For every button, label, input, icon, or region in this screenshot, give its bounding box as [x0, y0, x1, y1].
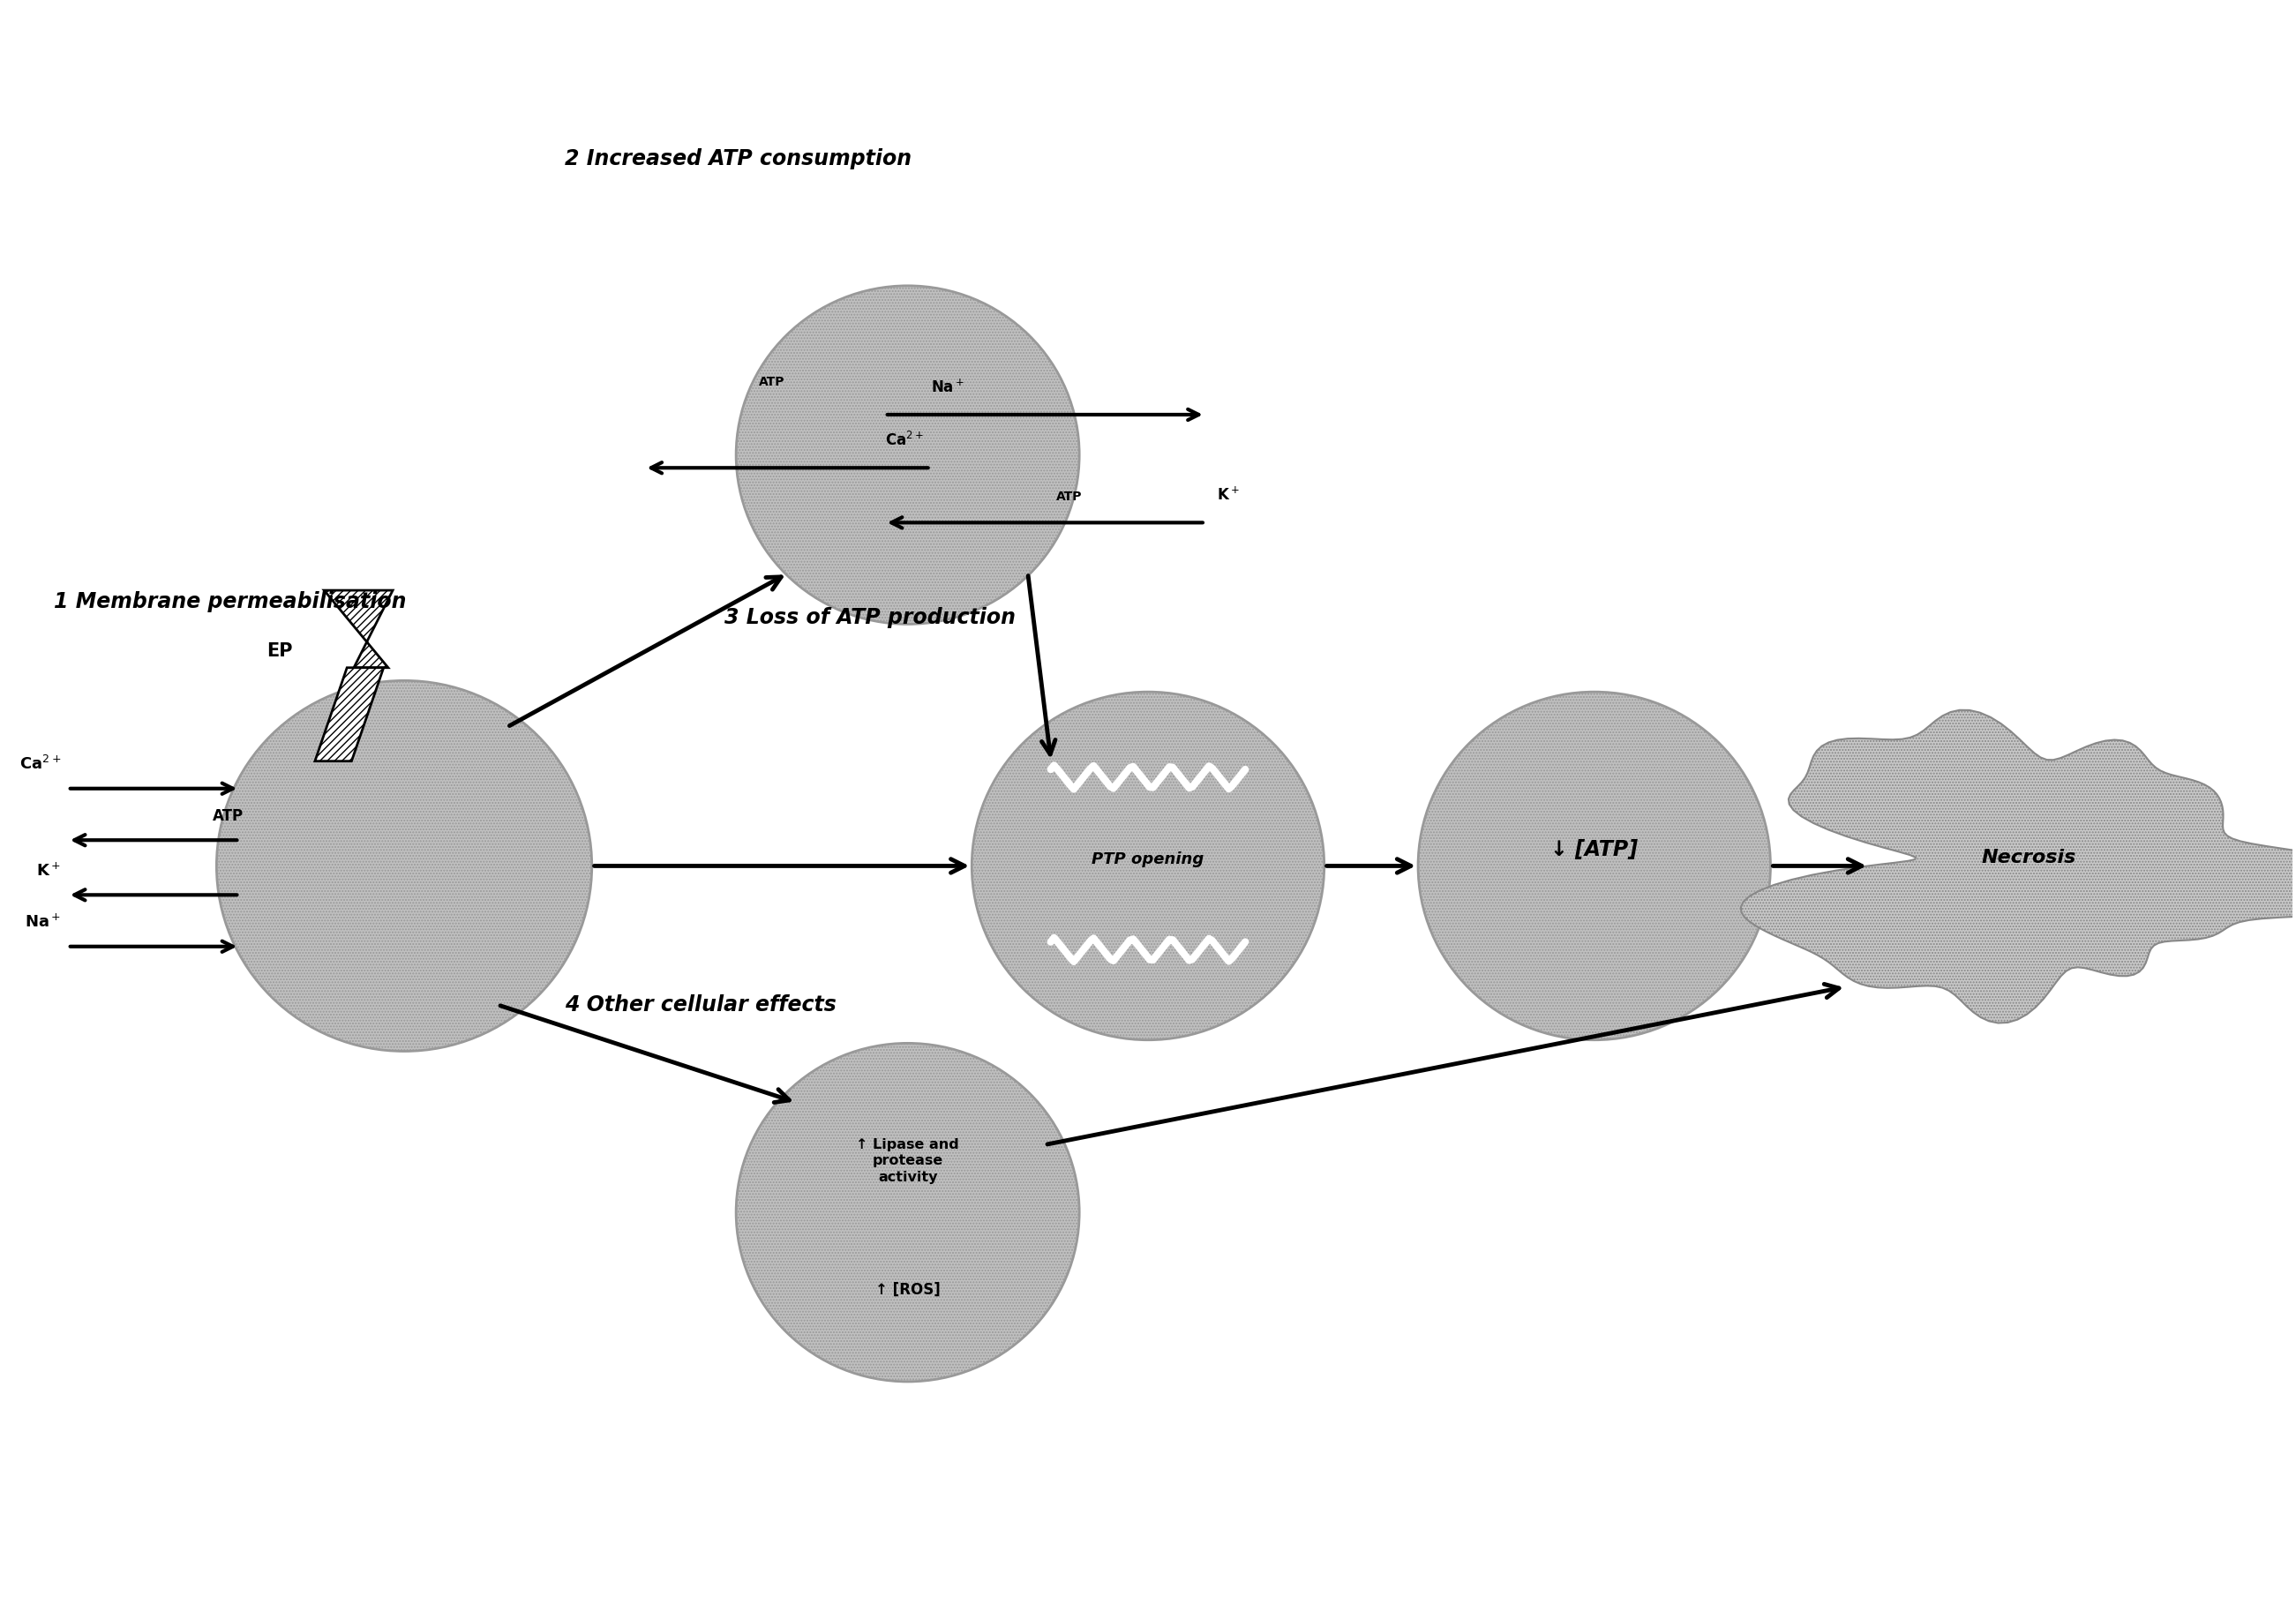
Polygon shape — [1740, 711, 2296, 1023]
Ellipse shape — [1419, 691, 1770, 1039]
Text: K$^+$: K$^+$ — [1217, 487, 1240, 504]
Text: EP: EP — [266, 643, 294, 661]
Text: ATP: ATP — [214, 808, 243, 824]
Text: ATP: ATP — [1056, 491, 1081, 504]
Text: Na$^+$: Na$^+$ — [25, 913, 62, 931]
Ellipse shape — [737, 285, 1079, 625]
Text: 2 Increased ATP consumption: 2 Increased ATP consumption — [565, 147, 912, 170]
Polygon shape — [324, 591, 393, 667]
Text: 3 Loss of ATP production: 3 Loss of ATP production — [726, 607, 1015, 628]
Text: ↑ Lipase and
protease
activity: ↑ Lipase and protease activity — [856, 1138, 960, 1183]
Text: ↓ [ATP]: ↓ [ATP] — [1550, 839, 1637, 860]
Ellipse shape — [216, 680, 592, 1051]
Text: ↑ [ROS]: ↑ [ROS] — [875, 1282, 941, 1298]
Text: Ca$^{2+}$: Ca$^{2+}$ — [884, 431, 923, 448]
Ellipse shape — [737, 1043, 1079, 1381]
Text: ATP: ATP — [760, 376, 785, 389]
Text: K$^+$: K$^+$ — [37, 861, 62, 879]
Polygon shape — [315, 667, 383, 761]
Text: 4 Other cellular effects: 4 Other cellular effects — [565, 994, 836, 1015]
Text: 1 Membrane permeabilisation: 1 Membrane permeabilisation — [55, 591, 406, 612]
Text: Na$^+$: Na$^+$ — [930, 379, 964, 395]
Text: Ca$^{2+}$: Ca$^{2+}$ — [18, 754, 62, 772]
Text: PTP opening: PTP opening — [1093, 852, 1203, 868]
Text: Necrosis: Necrosis — [1981, 848, 2076, 866]
Ellipse shape — [971, 691, 1325, 1039]
